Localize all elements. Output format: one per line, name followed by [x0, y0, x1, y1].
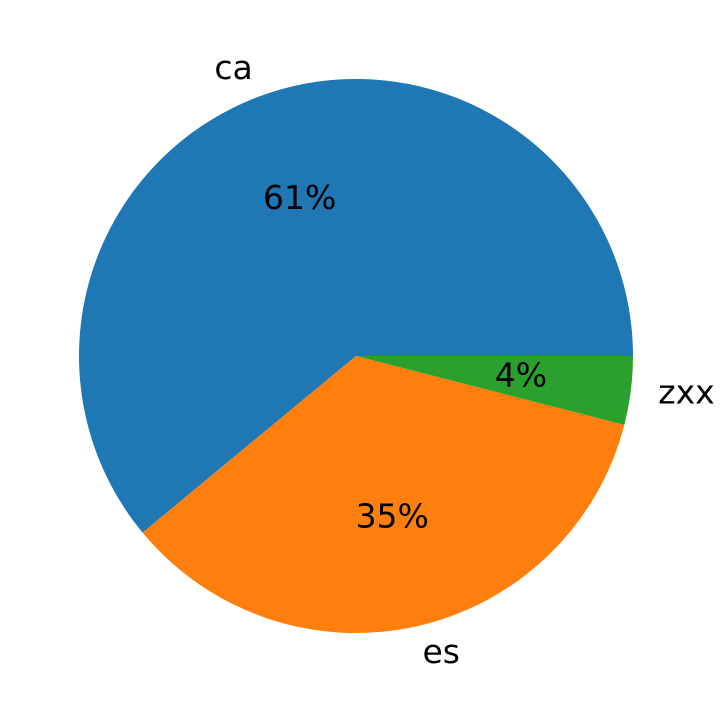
pie-slice — [142, 356, 625, 633]
pie-slice — [78, 78, 634, 533]
slice-label: es — [422, 632, 460, 671]
value-label: 61% — [263, 178, 336, 217]
value-label: 4% — [495, 355, 547, 394]
slice-label: zxx — [658, 373, 714, 412]
slice-label: ca — [214, 48, 252, 87]
value-label: 35% — [356, 497, 429, 536]
pie-slice — [356, 356, 633, 425]
